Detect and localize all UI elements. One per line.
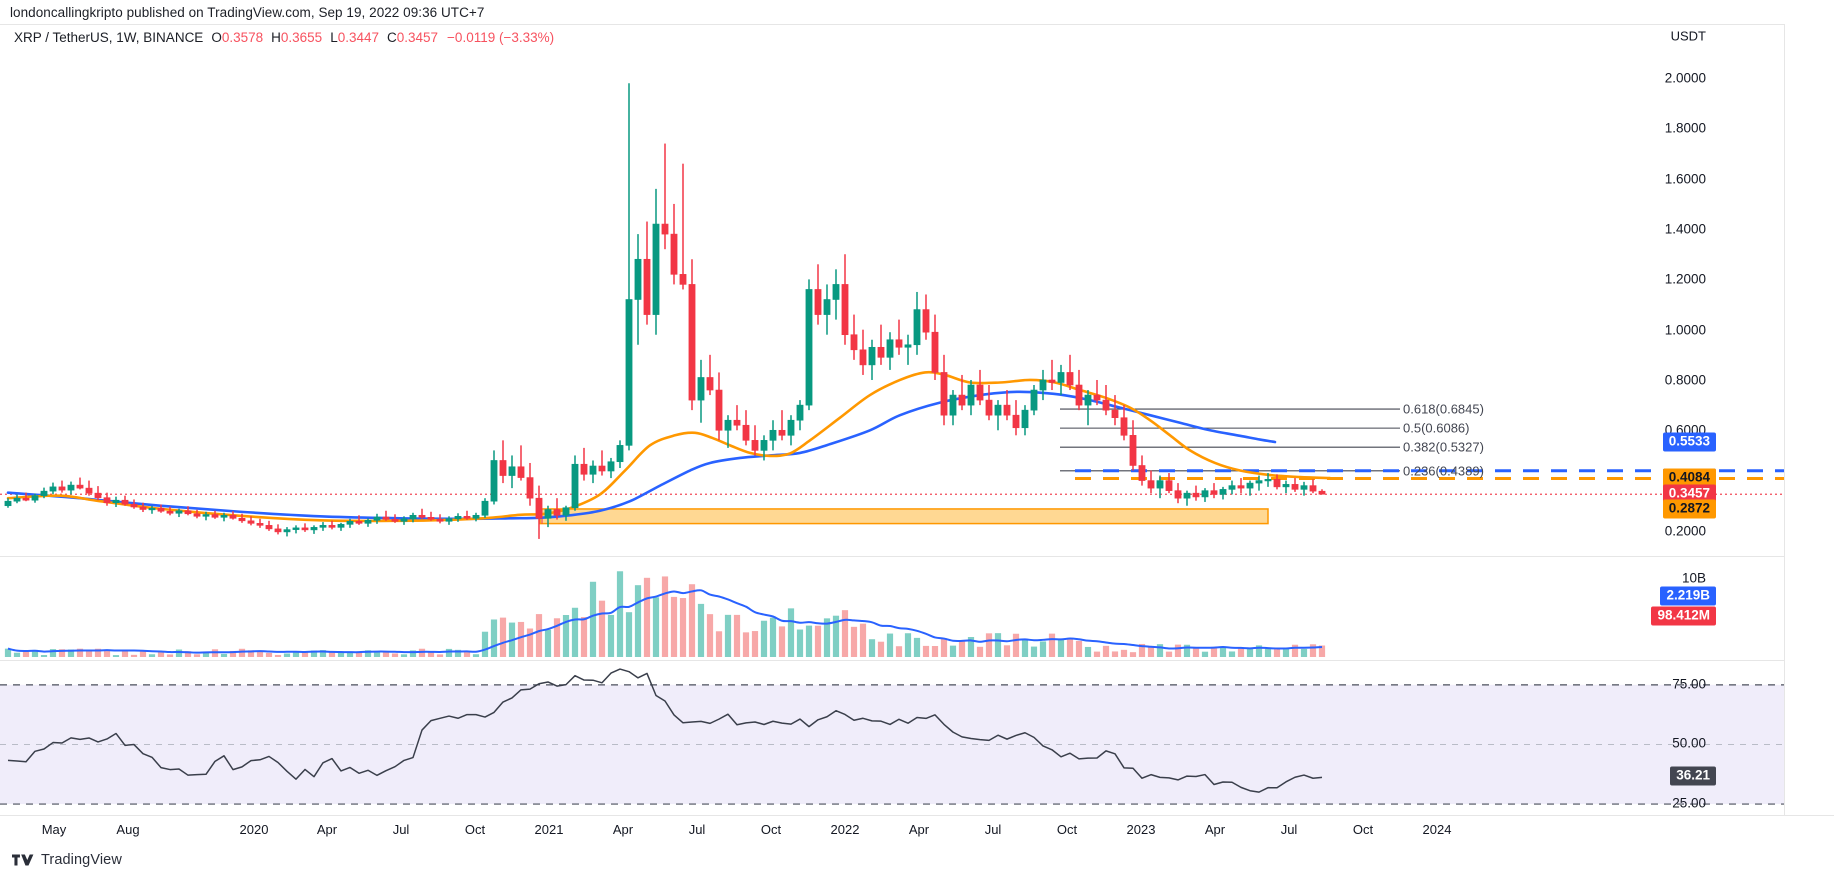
tradingview-logo-text: TradingView <box>41 852 122 868</box>
price-chart-svg <box>0 83 1784 539</box>
time-label-may: May <box>41 822 67 837</box>
time-label-apr: Apr <box>1204 822 1226 837</box>
time-label-2024: 2024 <box>1422 822 1452 837</box>
time-label-oct: Oct <box>464 822 486 837</box>
close-value: 0.3457 <box>396 29 439 45</box>
close-key: C <box>387 29 397 45</box>
time-label-oct: Oct <box>1352 822 1374 837</box>
time-label-apr: Apr <box>612 822 634 837</box>
symbol-legend[interactable]: XRP / TetherUS, 1W, BINANCE O0.3578 H0.3… <box>14 27 554 47</box>
low-key: L <box>330 29 338 45</box>
attribution-bar: londoncallingkripto published on Trading… <box>0 0 1834 25</box>
attribution-text: londoncallingkripto published on Trading… <box>10 4 485 20</box>
time-label-aug: Aug <box>116 822 140 837</box>
volume-pane[interactable] <box>0 556 1784 657</box>
high-key: H <box>271 29 281 45</box>
ohlc-high: H0.3655 <box>271 30 322 45</box>
ohlc-open: O0.3578 <box>211 30 263 45</box>
rsi-pane[interactable] <box>0 660 1784 816</box>
tradingview-logo-icon <box>12 854 34 866</box>
high-value: 0.3655 <box>280 29 323 45</box>
time-label-jul: Jul <box>688 822 706 837</box>
time-label-apr: Apr <box>908 822 930 837</box>
time-label-oct: Oct <box>1056 822 1078 837</box>
time-label-apr: Apr <box>316 822 338 837</box>
time-label-oct: Oct <box>760 822 782 837</box>
symbol-title[interactable]: XRP / TetherUS, 1W, BINANCE <box>14 29 204 45</box>
price-change: −0.0119 (−3.33%) <box>447 29 555 45</box>
time-label-jul: Jul <box>1280 822 1298 837</box>
open-key: O <box>211 29 222 45</box>
price-scale[interactable] <box>1784 24 1834 815</box>
ohlc-close: C0.3457 <box>387 30 438 45</box>
rsi-chart-svg <box>0 668 1784 805</box>
price-pane[interactable] <box>0 48 1784 551</box>
open-value: 0.3578 <box>221 29 264 45</box>
time-label-jul: Jul <box>984 822 1002 837</box>
volume-chart-svg <box>4 571 1326 657</box>
footer-bar: TradingView <box>0 845 1834 875</box>
price-scale-unit: USDT <box>1670 28 1706 44</box>
low-value: 0.3447 <box>337 29 379 45</box>
time-label-2023: 2023 <box>1126 822 1156 837</box>
time-label-2022: 2022 <box>830 822 860 837</box>
time-scale[interactable]: May Aug 2020 Apr Jul Oct 2021 Apr Jul Oct 2022 Apr J… <box>0 815 1834 846</box>
time-label-2021: 2021 <box>534 822 564 837</box>
tradingview-logo[interactable]: TradingView <box>0 852 122 868</box>
time-label-jul: Jul <box>392 822 410 837</box>
ohlc-low: L0.3447 <box>330 30 379 45</box>
time-label-2020: 2020 <box>239 822 269 837</box>
